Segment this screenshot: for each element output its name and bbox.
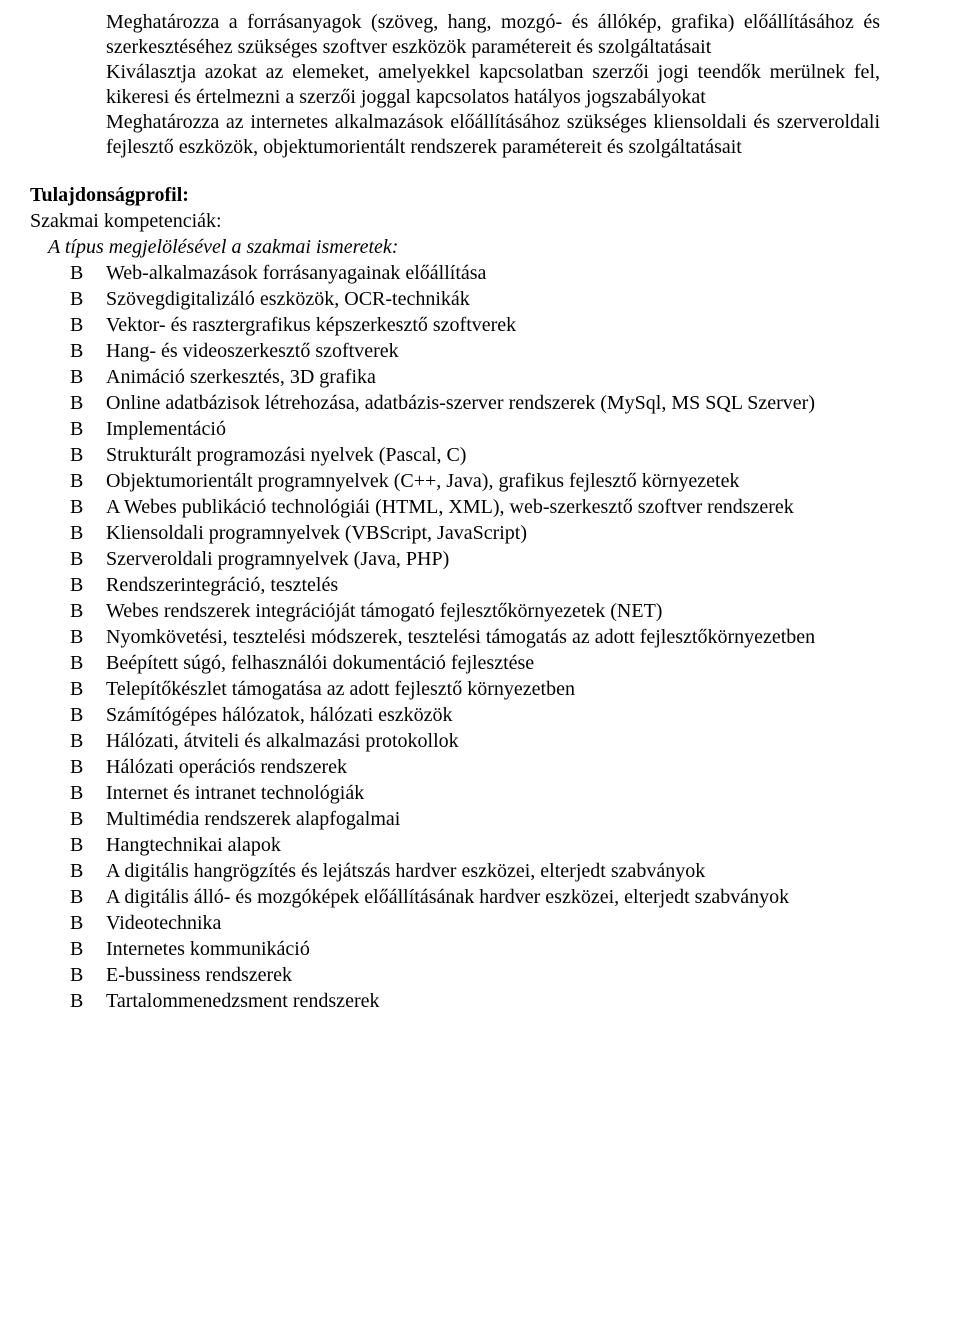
list-item-label: B: [30, 546, 106, 572]
sub-heading-competencies: Szakmai kompetenciák:: [30, 208, 930, 234]
list-item-text: Szerveroldali programnyelvek (Java, PHP): [106, 546, 930, 572]
list-item-label: B: [30, 806, 106, 832]
list-item: BVideotechnika: [30, 910, 930, 936]
list-item-label: B: [30, 624, 106, 650]
list-item-text: Kliensoldali programnyelvek (VBScript, J…: [106, 520, 930, 546]
list-item-label: B: [30, 754, 106, 780]
list-item: BTartalommenedzsment rendszerek: [30, 988, 930, 1014]
list-item: BRendszerintegráció, tesztelés: [30, 572, 930, 598]
list-item: BMultimédia rendszerek alapfogalmai: [30, 806, 930, 832]
sub-heading-type-label: A típus megjelölésével a szakmai ismeret…: [30, 234, 930, 260]
list-item-label: B: [30, 468, 106, 494]
list-item-text: Szövegdigitalizáló eszközök, OCR-technik…: [106, 286, 930, 312]
list-item-label: B: [30, 390, 106, 416]
list-item-text: Internet és intranet technológiák: [106, 780, 930, 806]
list-item: BA Webes publikáció technológiái (HTML, …: [30, 494, 930, 520]
list-item-text: Beépített súgó, felhasználói dokumentáci…: [106, 650, 930, 676]
knowledge-list: BWeb-alkalmazások forrásanyagainak előál…: [30, 260, 930, 1014]
list-item-label: B: [30, 598, 106, 624]
list-item-label: B: [30, 988, 106, 1014]
intro-paragraph: Meghatározza a forrásanyagok (szöveg, ha…: [106, 10, 880, 60]
list-item-text: Hangtechnikai alapok: [106, 832, 930, 858]
list-item-text: E-bussiness rendszerek: [106, 962, 930, 988]
list-item-text: Tartalommenedzsment rendszerek: [106, 988, 930, 1014]
list-item-text: Hálózati, átviteli és alkalmazási protok…: [106, 728, 930, 754]
list-item-label: B: [30, 832, 106, 858]
list-item-text: Objektumorientált programnyelvek (C++, J…: [106, 468, 930, 494]
list-item-text: Strukturált programozási nyelvek (Pascal…: [106, 442, 930, 468]
list-item-text: Animáció szerkesztés, 3D grafika: [106, 364, 930, 390]
intro-paragraph: Kiválasztja azokat az elemeket, amelyekk…: [106, 60, 880, 110]
list-item: BSzövegdigitalizáló eszközök, OCR-techni…: [30, 286, 930, 312]
list-item-label: B: [30, 728, 106, 754]
list-item-label: B: [30, 338, 106, 364]
list-item-text: Videotechnika: [106, 910, 930, 936]
list-item-label: B: [30, 910, 106, 936]
list-item-label: B: [30, 780, 106, 806]
list-item-label: B: [30, 286, 106, 312]
list-item: BSzerveroldali programnyelvek (Java, PHP…: [30, 546, 930, 572]
list-item: BNyomkövetési, tesztelési módszerek, tes…: [30, 624, 930, 650]
list-item: BImplementáció: [30, 416, 930, 442]
list-item: BAnimáció szerkesztés, 3D grafika: [30, 364, 930, 390]
list-item-label: B: [30, 520, 106, 546]
list-item: BSzámítógépes hálózatok, hálózati eszköz…: [30, 702, 930, 728]
list-item-label: B: [30, 884, 106, 910]
list-item-text: Web-alkalmazások forrásanyagainak előáll…: [106, 260, 930, 286]
list-item-label: B: [30, 676, 106, 702]
list-item-text: Online adatbázisok létrehozása, adatbázi…: [106, 390, 930, 416]
list-item: BA digitális hangrögzítés és lejátszás h…: [30, 858, 930, 884]
list-item-text: Webes rendszerek integrációját támogató …: [106, 598, 930, 624]
list-item-label: B: [30, 858, 106, 884]
intro-paragraph: Meghatározza az internetes alkalmazások …: [106, 110, 880, 160]
list-item-text: Nyomkövetési, tesztelési módszerek, tesz…: [106, 624, 930, 650]
list-item-text: Számítógépes hálózatok, hálózati eszközö…: [106, 702, 930, 728]
list-item: BStrukturált programozási nyelvek (Pasca…: [30, 442, 930, 468]
section-heading: Tulajdonságprofil:: [30, 182, 930, 208]
list-item-text: Telepítőkészlet támogatása az adott fejl…: [106, 676, 930, 702]
list-item: BKliensoldali programnyelvek (VBScript, …: [30, 520, 930, 546]
list-item: BWebes rendszerek integrációját támogató…: [30, 598, 930, 624]
list-item: BE-bussiness rendszerek: [30, 962, 930, 988]
list-item: BInternet és intranet technológiák: [30, 780, 930, 806]
list-item-text: Internetes kommunikáció: [106, 936, 930, 962]
list-item-label: B: [30, 572, 106, 598]
list-item-label: B: [30, 494, 106, 520]
list-item-text: Vektor- és rasztergrafikus képszerkesztő…: [106, 312, 930, 338]
list-item: BInternetes kommunikáció: [30, 936, 930, 962]
sub-heading-italic-text: A típus megjelölésével a szakmai ismeret…: [48, 236, 398, 258]
list-item-label: B: [30, 962, 106, 988]
list-item-label: B: [30, 650, 106, 676]
intro-block: Meghatározza a forrásanyagok (szöveg, ha…: [106, 10, 880, 160]
list-item-text: Rendszerintegráció, tesztelés: [106, 572, 930, 598]
list-item-text: A Webes publikáció technológiái (HTML, X…: [106, 494, 930, 520]
list-item: BHálózati operációs rendszerek: [30, 754, 930, 780]
list-item: BA digitális álló- és mozgóképek előállí…: [30, 884, 930, 910]
list-item-text: Hang- és videoszerkesztő szoftverek: [106, 338, 930, 364]
list-item-text: Hálózati operációs rendszerek: [106, 754, 930, 780]
list-item-text: Implementáció: [106, 416, 930, 442]
list-item: BHálózati, átviteli és alkalmazási proto…: [30, 728, 930, 754]
list-item-label: B: [30, 442, 106, 468]
list-item-label: B: [30, 364, 106, 390]
list-item-label: B: [30, 936, 106, 962]
list-item-text: Multimédia rendszerek alapfogalmai: [106, 806, 930, 832]
list-item: BTelepítőkészlet támogatása az adott fej…: [30, 676, 930, 702]
list-item-label: B: [30, 260, 106, 286]
list-item: BVektor- és rasztergrafikus képszerkeszt…: [30, 312, 930, 338]
list-item: BHangtechnikai alapok: [30, 832, 930, 858]
list-item: BOnline adatbázisok létrehozása, adatbáz…: [30, 390, 930, 416]
list-item-label: B: [30, 702, 106, 728]
list-item-label: B: [30, 416, 106, 442]
list-item-text: A digitális hangrögzítés és lejátszás ha…: [106, 858, 930, 884]
list-item-label: B: [30, 312, 106, 338]
list-item: BBeépített súgó, felhasználói dokumentác…: [30, 650, 930, 676]
list-item: BWeb-alkalmazások forrásanyagainak előál…: [30, 260, 930, 286]
list-item: BObjektumorientált programnyelvek (C++, …: [30, 468, 930, 494]
list-item: BHang- és videoszerkesztő szoftverek: [30, 338, 930, 364]
list-item-text: A digitális álló- és mozgóképek előállít…: [106, 884, 930, 910]
